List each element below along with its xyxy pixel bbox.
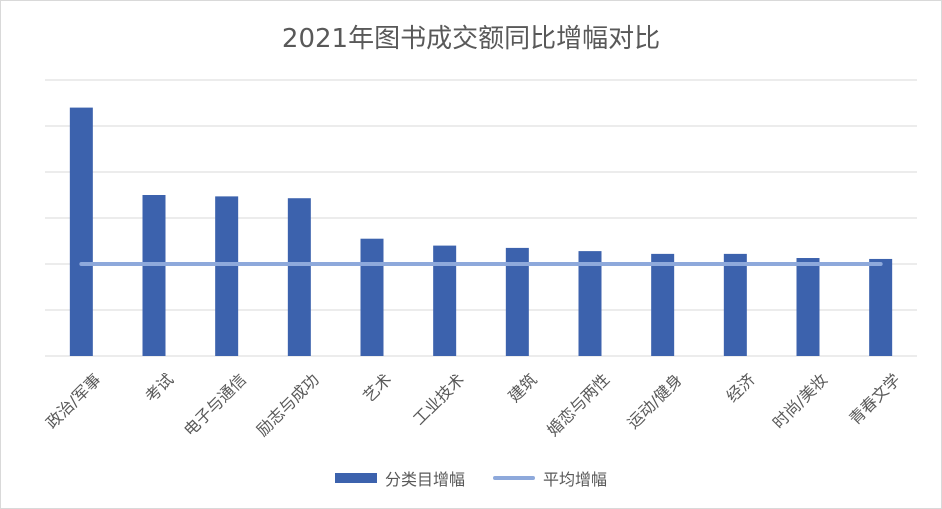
gridlines — [45, 79, 917, 357]
legend: 分类目增幅 平均增幅 — [0, 466, 942, 490]
x-tick-label: 时尚/美妆 — [769, 370, 832, 433]
legend-swatch-bar — [334, 473, 377, 483]
bar-series — [69, 107, 893, 356]
x-tick-label: 考试 — [141, 370, 177, 406]
bar — [287, 198, 311, 356]
x-tick-label: 励志与成功 — [253, 370, 323, 440]
bar — [142, 195, 166, 356]
bar — [433, 245, 457, 356]
x-tick-label: 运动/健身 — [623, 370, 686, 433]
bar — [69, 107, 93, 356]
x-tick-label: 青春文学 — [845, 370, 904, 429]
bar — [651, 253, 675, 356]
x-tick-label: 婚恋与两性 — [543, 370, 613, 440]
x-tick-label: 工业技术 — [409, 370, 468, 429]
legend-label-bar: 分类目增幅 — [384, 470, 465, 489]
bar — [723, 253, 747, 356]
bar — [505, 247, 529, 356]
chart-title: 2021年图书成交额同比增幅对比 — [281, 24, 661, 54]
bar — [578, 251, 602, 356]
legend-item-line: 平均增幅 — [493, 466, 607, 490]
x-tick-label: 政治/军事 — [42, 370, 105, 433]
bar — [360, 238, 384, 356]
legend-label-line: 平均增幅 — [543, 470, 608, 489]
legend-swatch-line — [493, 476, 535, 480]
x-tick-label: 艺术 — [359, 370, 395, 406]
legend-item-bar: 分类目增幅 — [334, 466, 465, 490]
x-tick-label: 经济 — [723, 370, 759, 406]
bar — [869, 258, 893, 356]
bar — [796, 258, 820, 356]
x-tick-label: 建筑 — [505, 370, 541, 406]
bar — [215, 196, 239, 356]
x-tick-labels: 政治/军事 考试 电子与通信 励志与成功 艺术 工业技术 建筑 婚恋与两性 运动/健身 经济 时尚/… — [42, 370, 904, 440]
x-tick-label: 电子与通信 — [180, 370, 250, 440]
